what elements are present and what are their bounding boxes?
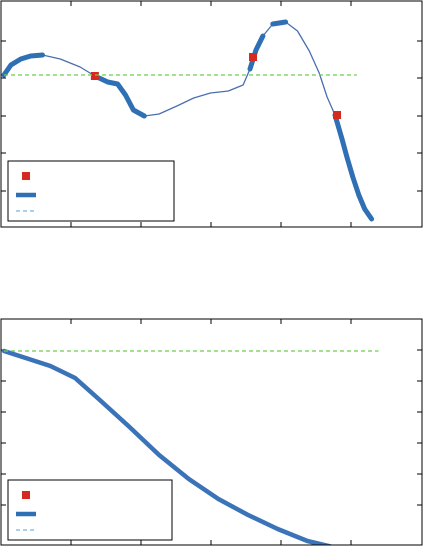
highlight-segment — [1, 52, 45, 78]
plot-frame — [0, 318, 423, 546]
plot-frame — [0, 0, 423, 228]
top-chart — [0, 0, 423, 228]
marker-point — [249, 53, 258, 61]
highlight-segment — [247, 33, 266, 72]
highlight-segment — [92, 73, 147, 119]
marker-point — [90, 72, 99, 80]
legend-box — [7, 160, 175, 222]
curve-line — [1, 348, 335, 545]
legend-box — [7, 479, 173, 541]
plot-area — [1, 348, 379, 545]
plot-area — [1, 19, 375, 222]
highlight-segment — [270, 19, 289, 27]
legend-marker-swatch — [22, 491, 30, 499]
bottom-chart — [0, 318, 423, 546]
marker-point — [333, 111, 342, 119]
legend-marker-swatch — [22, 172, 30, 180]
highlight-segment — [332, 112, 375, 222]
